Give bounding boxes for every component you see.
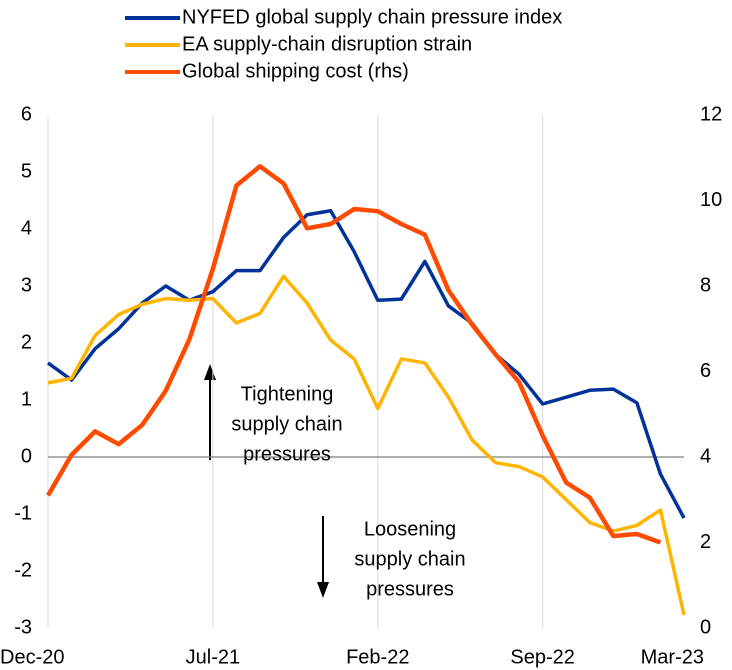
x-tick-label: Dec-20 — [0, 646, 64, 668]
x-tick-label: Mar-23 — [641, 646, 704, 668]
arrow-head — [317, 582, 329, 598]
legend-label: Global shipping cost (rhs) — [182, 60, 409, 82]
y-tick-label: -3 — [14, 616, 32, 638]
annotation: pressures — [243, 443, 331, 465]
x-tick-label: Feb-22 — [346, 646, 409, 668]
annotation: supply chain — [354, 548, 465, 570]
y2-tick-label: 2 — [700, 531, 711, 553]
y-tick-label: 2 — [21, 331, 32, 353]
legend-label: NYFED global supply chain pressure index — [182, 6, 562, 28]
legend-label: EA supply-chain disruption strain — [182, 33, 472, 55]
annotation: Tightening — [241, 383, 334, 405]
y-tick-label: 5 — [21, 160, 32, 182]
annotation: pressures — [366, 578, 454, 600]
y-tick-label: 3 — [21, 274, 32, 296]
x-tick-label: Sep-22 — [510, 646, 575, 668]
arrow-head — [204, 364, 216, 380]
y2-tick-label: 8 — [700, 274, 711, 296]
x-tick-label: Jul-21 — [186, 646, 240, 668]
series-line — [46, 164, 662, 545]
y-tick-label: 4 — [21, 217, 32, 239]
y2-tick-label: 12 — [700, 103, 722, 125]
y2-tick-label: 6 — [700, 360, 711, 382]
y2-tick-label: 0 — [700, 616, 711, 638]
y-tick-label: -1 — [14, 502, 32, 524]
y2-tick-label: 10 — [700, 189, 722, 211]
annotation: supply chain — [231, 413, 342, 435]
y-tick-label: 6 — [21, 103, 32, 125]
y-tick-label: -2 — [14, 559, 32, 581]
series-line — [46, 209, 686, 519]
y-tick-label: 1 — [21, 388, 32, 410]
annotation: Loosening — [364, 518, 456, 540]
series-line — [47, 274, 686, 616]
y2-tick-label: 4 — [700, 445, 711, 467]
y-tick-label: 0 — [21, 445, 32, 467]
